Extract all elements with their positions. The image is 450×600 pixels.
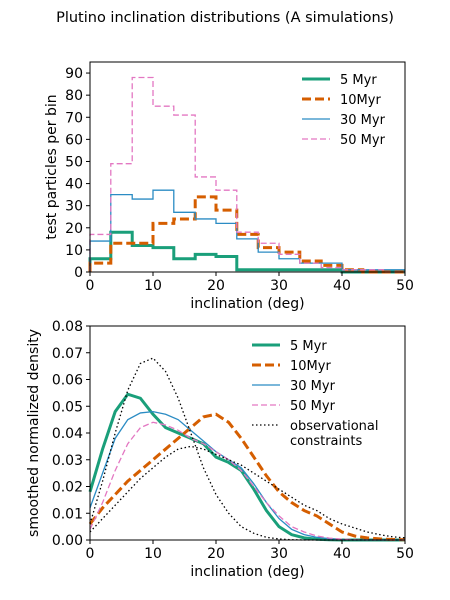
legend-label: 5 Myr (290, 339, 327, 354)
x-tick-label: 40 (333, 278, 351, 294)
y-tick-label: 0.00 (52, 533, 83, 549)
x-tick-label: 40 (333, 546, 351, 562)
legend-label-line: 30 Myr (340, 113, 386, 128)
y-axis-label: test particles per bin (44, 94, 60, 239)
legend-label: 10Myr (340, 93, 381, 108)
legend-label: 10Myr (290, 359, 331, 374)
y-axis-label: smoothed normalized density (26, 329, 42, 537)
x-axis-label: inclination (deg) (190, 296, 304, 312)
y-tick-label: 80 (65, 88, 83, 104)
legend-label-line: observational (290, 419, 378, 434)
y-tick-label: 0.07 (52, 346, 83, 362)
legend-label: 50 Myr (290, 399, 336, 414)
legend-label: 5 Myr (340, 73, 377, 88)
top-histogram-panel: 0 10 20 30 40 50 0 10 20 30 40 50 60 70 80 90 inclinatio… (44, 61, 414, 312)
figure-title: Plutino inclination distributions (A sim… (56, 10, 394, 26)
y-tick-label: 90 (65, 66, 83, 82)
x-tick-label: 20 (207, 278, 225, 294)
bottom-density-panel: 0 10 20 30 40 50 0.00 0.01 0.02 0.03 0.04 0.05 0.06 0… (26, 319, 414, 580)
y-tick-label: 0.05 (52, 399, 83, 415)
x-tick-label: 50 (396, 546, 414, 562)
legend-label-line: 10Myr (290, 359, 331, 374)
x-tick-label: 0 (86, 546, 95, 562)
y-tick-label: 0.02 (52, 480, 83, 496)
series-line-5-myr (88, 392, 405, 542)
legend-label-line: 10Myr (340, 93, 381, 108)
series-line-30-myr (89, 189, 405, 272)
y-tick-label: 0.01 (52, 506, 83, 522)
y-tick-label: 20 (65, 221, 83, 237)
y-tick-label: 30 (65, 199, 83, 215)
legend-label-line: 5 Myr (340, 73, 377, 88)
legend-label-line: constraints (290, 434, 362, 449)
y-tick-label: 0.04 (52, 426, 83, 442)
legend-label-line: 30 Myr (290, 379, 336, 394)
series-line-observational-constraints-2 (89, 445, 406, 539)
y-tick-label: 0 (74, 265, 83, 281)
legend-label-line: 50 Myr (340, 133, 386, 148)
x-tick-label: 20 (207, 546, 225, 562)
x-axis-label: inclination (deg) (190, 564, 304, 580)
legend-label: 30 Myr (290, 379, 336, 394)
x-tick-label: 10 (144, 278, 162, 294)
y-tick-label: 70 (65, 110, 83, 126)
y-tick-label: 40 (65, 177, 83, 193)
legend-label: observational constraints (290, 419, 378, 449)
y-tick-label: 0.08 (52, 319, 83, 335)
legend-label: 50 Myr (340, 133, 386, 148)
legend-label-line: 5 Myr (290, 339, 327, 354)
legend-label: 30 Myr (340, 113, 386, 128)
y-tick-label: 60 (65, 132, 83, 148)
y-tick-label: 0.03 (52, 453, 83, 469)
series-line-5-myr (88, 230, 405, 274)
axes-frame (89, 61, 406, 273)
series-line-10myr (88, 195, 405, 274)
x-tick-label: 10 (144, 546, 162, 562)
y-tick-label: 10 (65, 243, 83, 259)
x-tick-label: 50 (396, 278, 414, 294)
y-tick-label: 0.06 (52, 373, 83, 389)
y-tick-label: 50 (65, 154, 83, 170)
series-line-10myr (88, 412, 406, 542)
legend-label-line: 50 Myr (290, 399, 336, 414)
x-tick-label: 0 (86, 278, 95, 294)
x-tick-label: 30 (270, 546, 288, 562)
series-line-50-myr (89, 421, 405, 541)
x-tick-label: 30 (270, 278, 288, 294)
